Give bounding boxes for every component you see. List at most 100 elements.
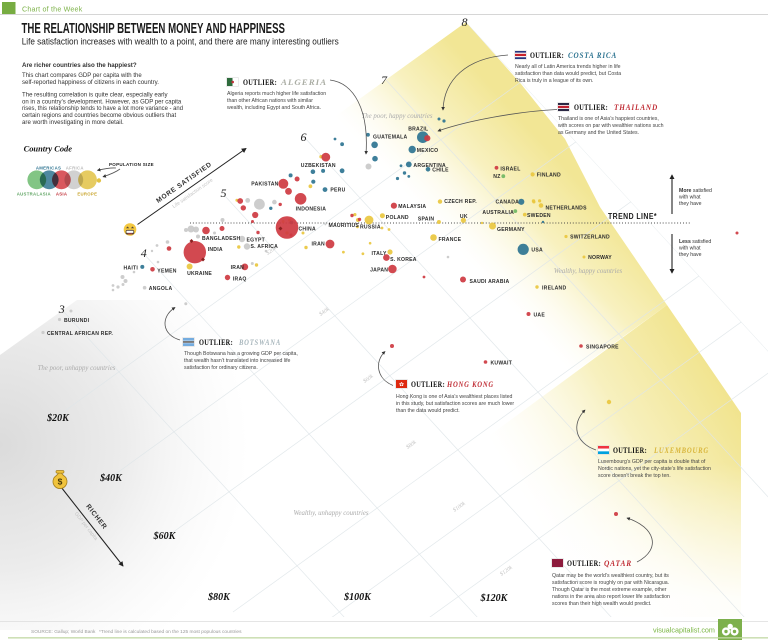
svg-text:$100K: $100K [343, 592, 372, 603]
svg-text:are worth investigating in mor: are worth investigating in more detail. [22, 119, 124, 126]
svg-text:they have: they have [679, 252, 702, 258]
svg-text:in this study, but satisfactio: in this study, but satisfaction scores a… [396, 401, 514, 407]
svg-text:Hong Kong is one of Asia’s wea: Hong Kong is one of Asia’s wealthiest pl… [396, 394, 513, 400]
svg-text:IRAN: IRAN [312, 242, 326, 248]
svg-text:JAPAN: JAPAN [370, 268, 388, 274]
svg-text:MALAYSIA: MALAYSIA [398, 204, 426, 210]
svg-text:IRELAND: IRELAND [542, 286, 566, 292]
svg-text:POLAND: POLAND [386, 215, 409, 221]
svg-text:UAE: UAE [534, 313, 546, 319]
svg-text:Though Botswana has a growing: Though Botswana has a growing GDP per ca… [184, 351, 298, 357]
svg-text:Wealthy, unhappy countries: Wealthy, unhappy countries [293, 510, 368, 517]
svg-text:IRAN: IRAN [231, 265, 245, 271]
svg-text:More satisfied: More satisfied [679, 188, 712, 194]
svg-text:CHILE: CHILE [432, 167, 449, 173]
svg-text:3: 3 [58, 302, 65, 316]
svg-text:QATAR: QATAR [604, 559, 632, 568]
svg-text:Less satisfied: Less satisfied [679, 239, 711, 245]
svg-text:Qatar may be the world’s wealt: Qatar may be the world’s wealthiest coun… [552, 573, 669, 579]
svg-text:they have: they have [679, 201, 702, 207]
svg-text:PERU: PERU [330, 188, 345, 194]
svg-text:COSTA RICA: COSTA RICA [568, 51, 617, 60]
svg-text:NETHERLANDS: NETHERLANDS [546, 206, 588, 212]
svg-text:The poor, unhappy countries: The poor, unhappy countries [38, 365, 116, 372]
svg-text:MAURITIUS: MAURITIUS [329, 223, 360, 229]
svg-text:$120K: $120K [480, 593, 509, 604]
svg-text:OUTLIER:: OUTLIER: [411, 380, 445, 389]
svg-text:INDIA: INDIA [208, 247, 223, 253]
svg-text:6: 6 [301, 130, 307, 144]
svg-text:$: $ [58, 477, 63, 487]
svg-text:YEMEN: YEMEN [157, 269, 176, 275]
svg-text:satisfaction for ordinary citi: satisfaction for ordinary citizens. [184, 365, 258, 371]
svg-text:S. KOREA: S. KOREA [390, 257, 417, 263]
svg-text:SPAIN: SPAIN [418, 216, 435, 222]
svg-text:EGYPT: EGYPT [247, 238, 266, 244]
svg-text:CENTRAL AFRICAN REP.: CENTRAL AFRICAN REP. [47, 331, 113, 337]
svg-text:ALGERIA: ALGERIA [280, 78, 327, 87]
svg-text:ARGENTINA: ARGENTINA [413, 163, 446, 169]
svg-text:THE RELATIONSHIP BETWEEN MONEY: THE RELATIONSHIP BETWEEN MONEY AND HAPPI… [22, 21, 286, 37]
svg-text:HAITI: HAITI [124, 266, 139, 272]
svg-text:The resulting correlation is q: The resulting correlation is quite clear… [22, 92, 168, 99]
svg-text:UK: UK [460, 214, 468, 220]
svg-text:with what: with what [679, 246, 701, 252]
svg-text:ASIA: ASIA [56, 192, 67, 197]
svg-text:S. AFRICA: S. AFRICA [251, 244, 279, 250]
svg-text:SWITZERLAND: SWITZERLAND [570, 234, 610, 240]
svg-text:5: 5 [221, 186, 227, 200]
svg-text:OUTLIER:: OUTLIER: [574, 103, 608, 112]
svg-text:UKRAINE: UKRAINE [187, 271, 212, 277]
svg-text:Algeria reports much higher li: Algeria reports much higher life satisfa… [227, 91, 326, 97]
svg-text:This chart compares GDP per ca: This chart compares GDP per capita with … [22, 72, 142, 79]
svg-text:visualcapitalist.com: visualcapitalist.com [653, 626, 715, 635]
svg-text:satisfaction than data would p: satisfaction than data would predict, bu… [515, 71, 621, 77]
svg-text:$80K: $80K [207, 592, 231, 603]
svg-text:OUTLIER:: OUTLIER: [243, 78, 277, 87]
svg-text:GUATEMALA: GUATEMALA [373, 135, 407, 141]
svg-text:CZECH REP.: CZECH REP. [444, 199, 477, 205]
svg-text:Chart of the Week: Chart of the Week [22, 5, 83, 13]
svg-text:USA: USA [531, 248, 543, 254]
svg-text:SINGAPORE: SINGAPORE [586, 345, 619, 351]
svg-text:Though Qatar is the most extre: Though Qatar is the most extreme example… [552, 587, 667, 593]
svg-text:INDONESIA: INDONESIA [296, 206, 327, 212]
svg-text:MEXICO: MEXICO [417, 148, 439, 154]
svg-text:AFRICA: AFRICA [66, 165, 84, 170]
svg-text:BURUNDI: BURUNDI [64, 318, 90, 324]
svg-text:$60K: $60K [153, 531, 177, 542]
svg-text:The poor, happy countries: The poor, happy countries [362, 113, 433, 120]
svg-text:SAUDI ARABIA: SAUDI ARABIA [470, 279, 510, 285]
svg-text:Wealthy, happy countries: Wealthy, happy countries [554, 268, 623, 275]
svg-text:OUTLIER:: OUTLIER: [613, 446, 647, 455]
svg-text:FRANCE: FRANCE [439, 237, 462, 243]
svg-text:CANADA: CANADA [496, 199, 520, 205]
svg-text:8: 8 [462, 15, 468, 29]
svg-text:rises, this relationship tends: rises, this relationship tends to have a… [22, 105, 183, 112]
svg-text:Rica is truly in a league of i: Rica is truly in a league of its own. [515, 78, 593, 84]
svg-text:than the data would predict.: than the data would predict. [396, 408, 460, 414]
svg-text:POPULATION SIZE: POPULATION SIZE [109, 162, 154, 167]
svg-text:AUSTRALASIA: AUSTRALASIA [17, 192, 51, 197]
svg-text:satisfaction score is roughly: satisfaction score is roughly on par wit… [552, 580, 669, 586]
svg-text:EUROPE: EUROPE [77, 192, 97, 197]
svg-text:OUTLIER:: OUTLIER: [530, 51, 564, 60]
svg-text:CHINA: CHINA [299, 227, 316, 233]
svg-text:with what: with what [679, 195, 701, 201]
svg-text:BANGLADESH: BANGLADESH [202, 236, 241, 242]
svg-text:with scores on par with wealth: with scores on par with wealthier nation… [558, 123, 664, 129]
svg-text:Country Code: Country Code [24, 145, 73, 154]
svg-text:LUXEMBOURG: LUXEMBOURG [653, 446, 709, 455]
svg-text:than other African nations wit: than other African nations with similar [227, 98, 313, 104]
svg-text:TREND LINE*: TREND LINE* [608, 212, 657, 221]
svg-text:BRAZIL: BRAZIL [408, 127, 428, 133]
svg-text:wealth, including Egypt and So: wealth, including Egypt and South Africa… [227, 105, 321, 111]
svg-text:nations in the area also repor: nations in the area also report lower li… [552, 594, 670, 600]
svg-text:that wealth hasn’t translated: that wealth hasn’t translated into incre… [184, 358, 291, 364]
svg-text:SOURCE: Gallup; World Bank: SOURCE: Gallup; World Bank [31, 629, 96, 635]
svg-text:OUTLIER:: OUTLIER: [567, 559, 601, 568]
svg-text:ANGOLA: ANGOLA [149, 286, 173, 292]
svg-text:IRAQ: IRAQ [233, 276, 247, 282]
svg-text:Nearly all of Latin America tr: Nearly all of Latin America trends highe… [515, 64, 621, 70]
svg-text:GERMANY: GERMANY [497, 227, 525, 233]
